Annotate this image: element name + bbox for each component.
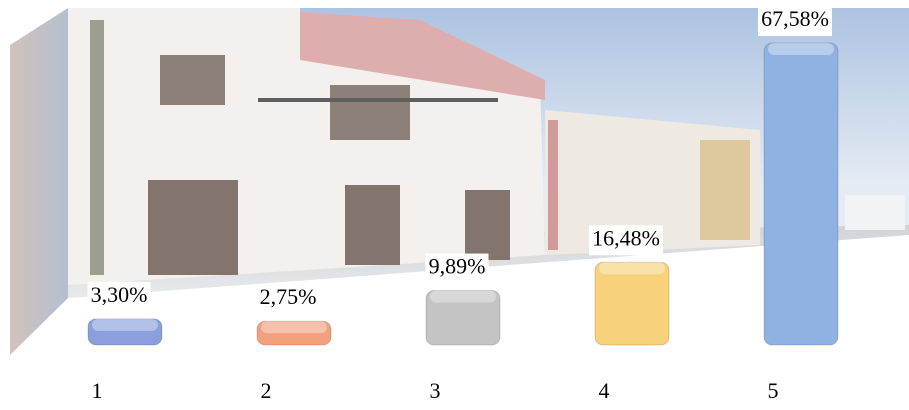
bar-top [261, 321, 327, 333]
bar-top [430, 291, 496, 303]
bar [764, 43, 838, 345]
x-tick-label: 2 [261, 378, 272, 403]
value-label: 67,58% [761, 6, 829, 31]
bar-top [599, 262, 665, 274]
value-label: 9,89% [429, 254, 486, 279]
page: 13,30%22,75%39,89%416,48%567,58% (() => … [0, 0, 909, 410]
value-label: 3,30% [91, 282, 148, 307]
x-tick-label: 1 [92, 378, 103, 403]
x-tick-label: 4 [599, 378, 610, 403]
value-label: 2,75% [260, 284, 317, 309]
bar-top [768, 43, 834, 55]
chart: 1 3,30% 2 2,75% 3 9,89% 4 16,48% 5 67,58% [0, 0, 909, 410]
bar [595, 262, 669, 345]
bar-top [92, 319, 158, 331]
value-label: 16,48% [592, 225, 660, 250]
x-tick-label: 3 [430, 378, 441, 403]
x-tick-label: 5 [768, 378, 779, 403]
